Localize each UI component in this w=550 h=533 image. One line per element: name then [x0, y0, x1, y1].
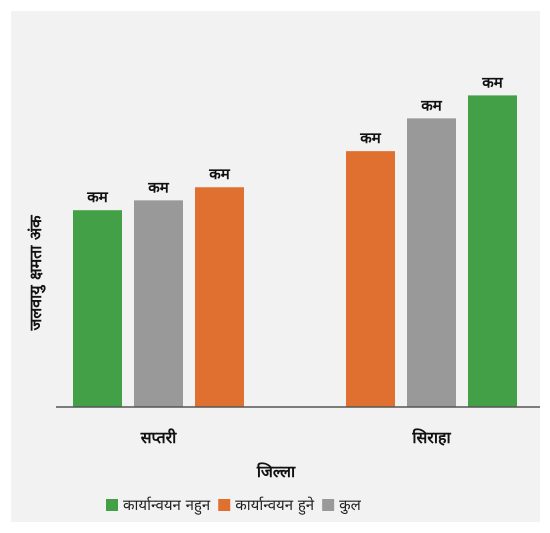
bar-data-label: कम — [420, 96, 443, 114]
x-axis-title: जिल्ला — [256, 462, 296, 481]
bar — [195, 187, 244, 407]
bar — [468, 95, 517, 408]
bar-data-label: कम — [86, 188, 109, 206]
bar — [134, 200, 183, 407]
y-axis-title: जलवायु क्षमता अंक — [26, 215, 46, 332]
bar-chart: जलवायु क्षमता अंक कम कम कम सप्तरी कम कम कम सिराह… — [26, 73, 540, 515]
chart-panel: जलवायु क्षमता अंक कम कम कम सप्तरी कम कम कम सिराह… — [11, 11, 540, 522]
bar-data-label: कम — [147, 178, 170, 196]
bar — [73, 210, 122, 407]
bar — [346, 151, 395, 407]
legend-swatch — [106, 499, 118, 511]
legend-swatch — [322, 499, 335, 511]
bar-data-label: कम — [359, 129, 382, 147]
legend-label: कार्यान्वयन नहुन — [123, 496, 211, 515]
bar-data-label: कम — [481, 73, 504, 91]
bar-data-label: कम — [208, 165, 231, 183]
x-tick-label: सिराहा — [411, 428, 451, 447]
legend-label: कुल — [339, 496, 362, 515]
legend-swatch — [218, 499, 231, 511]
legend-label: कार्यान्वयन हुने — [235, 496, 315, 515]
x-tick-label: सप्तरी — [140, 428, 177, 447]
bar — [407, 118, 456, 408]
